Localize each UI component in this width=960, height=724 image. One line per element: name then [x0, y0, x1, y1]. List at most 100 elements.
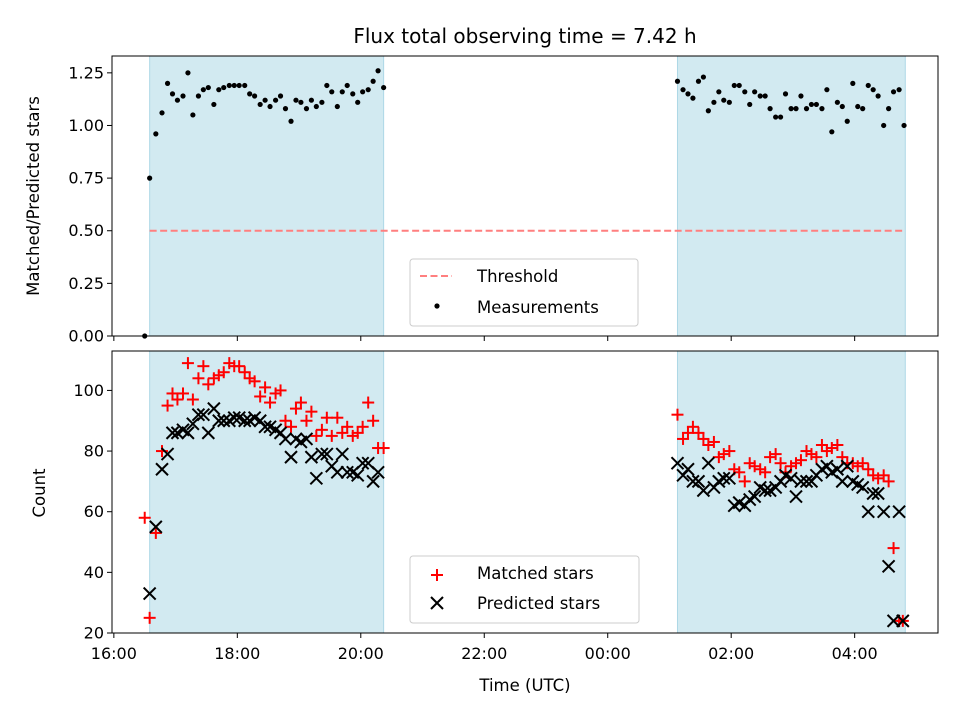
matched-star-point — [254, 390, 267, 403]
predicted-star-point — [722, 471, 737, 486]
measurement-point — [174, 97, 181, 103]
predicted-star-point — [717, 471, 731, 486]
matched-star-point — [197, 360, 210, 373]
measurement-point — [762, 93, 768, 99]
measurement-point — [375, 68, 381, 74]
legend-predicted-swatch — [430, 596, 444, 610]
measurement-point — [288, 118, 294, 124]
measurement-point — [164, 80, 171, 86]
matched-star-point — [856, 457, 869, 470]
matched-star-point — [171, 393, 184, 406]
predicted-star-point — [315, 447, 329, 461]
y-tick-label: 60 — [84, 502, 104, 521]
matched-star-point — [186, 393, 199, 406]
measurement-point — [236, 82, 242, 89]
measurement-point — [282, 106, 289, 112]
observing-window — [149, 55, 385, 337]
measurement-point — [303, 106, 310, 112]
measurement-point — [901, 122, 907, 129]
measurement-point — [674, 78, 681, 84]
measurement-point — [211, 101, 217, 108]
measurement-point — [803, 106, 810, 112]
predicted-star-point — [309, 471, 324, 486]
measurement-point — [147, 175, 153, 181]
measurement-point — [350, 91, 356, 97]
predicted-star-point — [330, 465, 345, 479]
matched-star-point — [156, 445, 169, 458]
matched-star-point — [238, 366, 251, 379]
measurement-point — [216, 87, 222, 93]
matched-star-point — [810, 451, 823, 464]
predicted-star-point — [212, 414, 226, 428]
predicted-star-point — [278, 432, 293, 446]
measurement-point — [690, 95, 696, 101]
measurement-point — [242, 82, 248, 89]
measurement-point — [808, 101, 815, 108]
measurement-point — [793, 106, 799, 112]
measurement-point — [855, 103, 861, 110]
measurement-point — [267, 103, 273, 110]
measurement-point — [231, 82, 237, 89]
matched-star-point — [248, 375, 261, 388]
y-axis-label-ratio: Matched/Predicted stars — [24, 96, 43, 296]
predicted-star-point — [681, 462, 695, 476]
measurement-point — [747, 101, 753, 108]
panel-counts: 20 40 60 80 100 16:00 18:00 20:00 22:00 00:00 02:… — [30, 350, 939, 695]
measurement-point — [334, 103, 340, 110]
x-axis-label: Time (UTC) — [478, 676, 570, 695]
measurement-point — [705, 108, 711, 114]
matched-star-point — [831, 439, 844, 451]
matched-star-point — [723, 445, 736, 458]
predicted-star-point — [335, 447, 349, 461]
measurement-point — [293, 97, 299, 103]
observing-window — [676, 55, 906, 337]
legend-matched-label: Matched stars — [477, 564, 594, 583]
predicted-star-point — [165, 426, 180, 440]
matched-star-point — [294, 396, 307, 409]
matched-star-point — [887, 542, 900, 555]
x-tick-label: 04:00 — [832, 644, 878, 663]
matched-star-point — [279, 414, 292, 427]
measurement-point — [865, 82, 871, 89]
measurement-point — [190, 112, 196, 118]
panel-counts-frame — [111, 350, 939, 634]
predicted-star-point — [784, 471, 798, 486]
predicted-star-point — [747, 489, 762, 504]
predicted-star-point — [789, 489, 803, 504]
measurement-point — [180, 93, 186, 99]
matched-star-point — [233, 360, 246, 373]
measurement-point — [875, 93, 881, 99]
y-tick-label: 40 — [84, 563, 104, 582]
legend-predicted-label: Predicted stars — [477, 594, 600, 613]
predicted-star-point — [155, 462, 169, 476]
measurement-point — [788, 106, 794, 112]
matched-star-point — [143, 611, 156, 624]
measurement-point — [200, 87, 206, 93]
matched-star-point — [341, 420, 354, 433]
predicted-star-point — [794, 474, 808, 489]
legend-ratio: Threshold Measurements — [409, 258, 639, 327]
measurement-point — [731, 82, 737, 89]
predicted-star-point — [238, 414, 252, 428]
x-tick-label: 00:00 — [585, 644, 631, 663]
matched-star-point — [877, 469, 890, 482]
matched-star-point — [331, 411, 344, 424]
predicted-star-point — [201, 426, 216, 440]
measurement-point — [277, 93, 284, 99]
measurement-point — [339, 89, 345, 95]
matched-star-point — [692, 426, 705, 439]
matched-star-point — [362, 396, 375, 409]
measurement-point — [329, 89, 335, 95]
measurement-point — [159, 110, 165, 116]
matched-star-point — [274, 384, 287, 397]
measurement-point — [824, 87, 830, 93]
predicted-star-point — [701, 456, 716, 470]
predicted-star-point — [892, 505, 906, 519]
measurement-point — [370, 78, 376, 84]
matched-star-point — [862, 463, 875, 476]
matched-star-point — [202, 378, 215, 391]
matched-star-point — [264, 396, 277, 409]
measurement-point — [829, 129, 835, 135]
predicted-star-point — [207, 401, 221, 416]
measurement-point — [262, 97, 268, 103]
